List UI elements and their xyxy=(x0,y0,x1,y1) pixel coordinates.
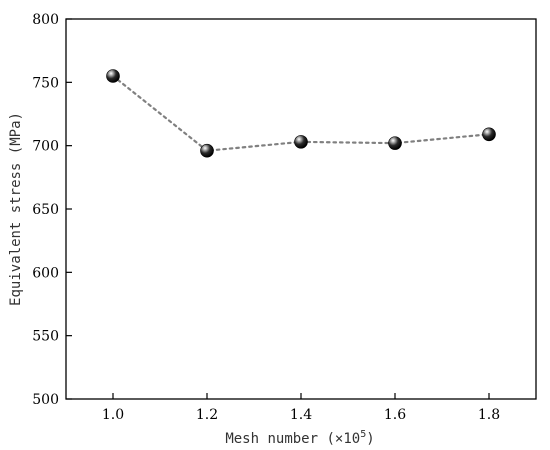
y-tick-label: 750 xyxy=(32,75,59,91)
y-tick-label: 600 xyxy=(32,265,59,281)
x-tick-label: 1.8 xyxy=(478,407,500,423)
y-tick-label: 800 xyxy=(32,12,59,28)
y-tick-label: 500 xyxy=(32,392,59,408)
x-tick-label: 1.0 xyxy=(102,407,124,423)
x-tick-label: 1.6 xyxy=(384,407,406,423)
series-layer xyxy=(106,69,496,158)
y-tick-label: 550 xyxy=(32,329,59,345)
x-axis-ticks: 1.0 1.2 1.4 1.6 1.8 xyxy=(102,393,500,423)
y-tick-label: 650 xyxy=(32,202,59,218)
data-point xyxy=(200,143,214,158)
plot-frame xyxy=(65,18,537,400)
y-axis-title: Equivalent stress (MPa) xyxy=(8,112,24,306)
data-point xyxy=(388,136,402,150)
data-point xyxy=(482,127,496,142)
y-tick-label: 700 xyxy=(32,139,59,155)
x-tick-label: 1.4 xyxy=(290,407,312,423)
x-tick-label: 1.2 xyxy=(196,407,218,423)
data-point xyxy=(106,69,120,83)
y-axis-ticks: 500 550 600 650 700 750 800 xyxy=(32,12,72,408)
data-point xyxy=(294,135,308,149)
x-axis-title: Mesh number (×105) xyxy=(225,429,374,447)
